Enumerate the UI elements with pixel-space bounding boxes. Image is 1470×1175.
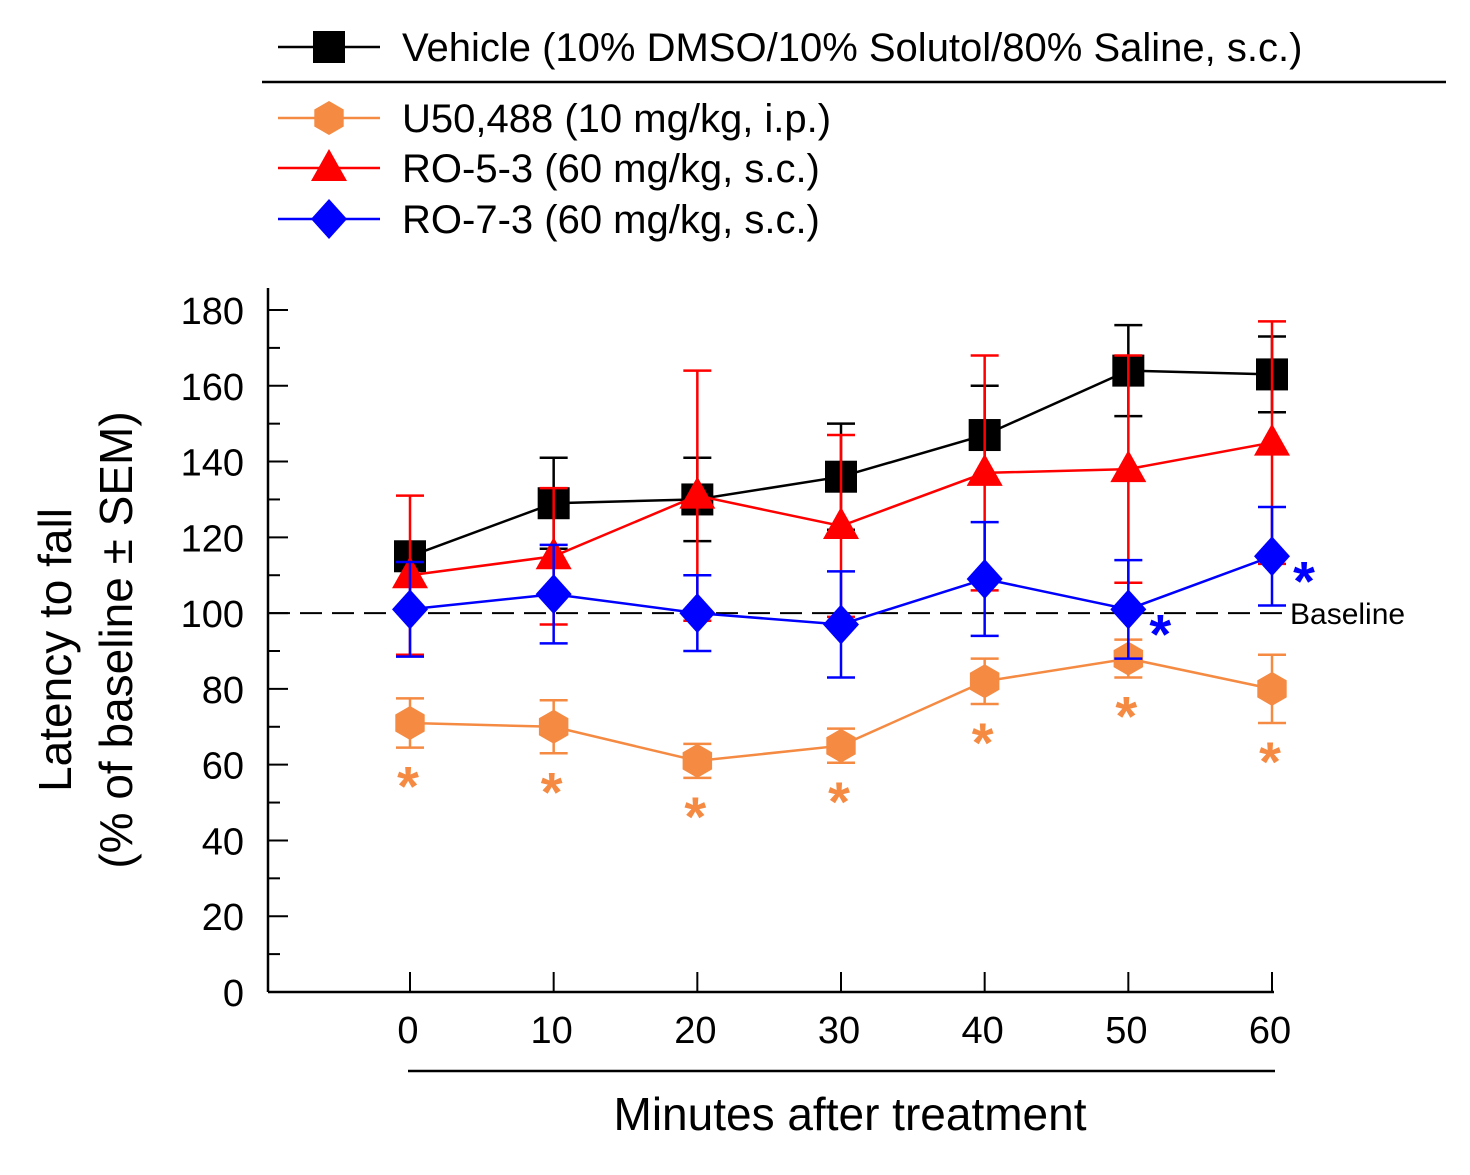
x-tick-label: 60 [1249,1010,1291,1052]
legend-marker-square [313,31,345,63]
legend-entry: RO-5-3 (60 mg/kg, s.c.) [278,147,820,191]
data-point [823,604,859,645]
axes: 0 20 40 60 80 100 120 140 160 180 0 10 20 30 40 50 60 Min… [29,288,1291,1140]
data-point [679,593,716,634]
x-tick-label: 20 [674,1010,716,1052]
data-point [538,709,569,744]
data-point [1254,536,1290,577]
legend-marker-diamond [311,199,347,239]
data-point [969,664,1000,699]
series-layer [392,320,1290,780]
y-tick-label: 160 [181,367,244,409]
legend-entry: U50,488 (10 mg/kg, i.p.) [278,97,831,141]
y-tick-label: 180 [181,291,244,333]
y-axis-title-line2: (% of baseline ± SEM) [90,411,142,868]
x-tick-label: 40 [962,1010,1004,1052]
legend: Vehicle (10% DMSO/10% Solutol/80% Saline… [262,26,1446,242]
legend-label: RO-7-3 (60 mg/kg, s.c.) [402,198,820,242]
legend-marker-hexagon [314,101,344,135]
series-hexagon [395,638,1287,780]
data-point [966,559,1003,600]
significance-star: * [1115,685,1137,748]
y-tick-label: 0 [223,973,244,1015]
y-tick-label: 120 [181,518,244,560]
data-point [826,728,856,763]
data-point [1110,589,1147,630]
y-tick-label: 20 [202,897,244,939]
y-tick-label: 100 [181,594,244,636]
data-point [392,589,428,630]
data-point [966,453,1003,486]
x-axis-title: Minutes after treatment [614,1088,1087,1140]
legend-entry: RO-7-3 (60 mg/kg, s.c.) [278,198,820,242]
significance-star: * [1293,549,1315,612]
significance-star: * [684,785,706,848]
y-tick-label: 60 [202,746,244,788]
legend-entry: Vehicle (10% DMSO/10% Solutol/80% Saline… [278,26,1302,70]
data-point [1254,423,1290,456]
series-diamond [392,505,1290,679]
data-point [535,574,572,615]
legend-label: RO-5-3 (60 mg/kg, s.c.) [402,147,820,191]
data-point [823,506,859,539]
data-point [395,706,425,740]
significance-star: * [541,760,563,823]
y-tick-label: 140 [181,443,244,485]
y-tick-label: 40 [202,821,244,863]
x-tick-label: 0 [397,1010,418,1052]
baseline-label: Baseline [1290,598,1405,631]
data-point [1257,671,1287,706]
x-tick-label: 50 [1105,1010,1147,1052]
significance-star: * [1259,730,1281,793]
significance-star: * [972,711,994,774]
x-tick-label: 10 [531,1010,573,1052]
y-tick-label: 80 [202,670,244,712]
annotations: * * * ** **** [397,549,1315,848]
legend-label: U50,488 (10 mg/kg, i.p.) [402,97,831,141]
x-tick-label: 30 [818,1010,860,1052]
data-point [682,743,713,778]
significance-star: * [1149,602,1171,665]
legend-label: Vehicle (10% DMSO/10% Solutol/80% Saline… [402,26,1302,70]
significance-star: * [828,770,850,833]
legend-marker-triangle [311,149,347,181]
data-point [679,476,716,509]
y-axis-title-line1: Latency to fall [29,508,81,792]
data-point [1110,450,1147,483]
significance-star: * [397,755,419,818]
